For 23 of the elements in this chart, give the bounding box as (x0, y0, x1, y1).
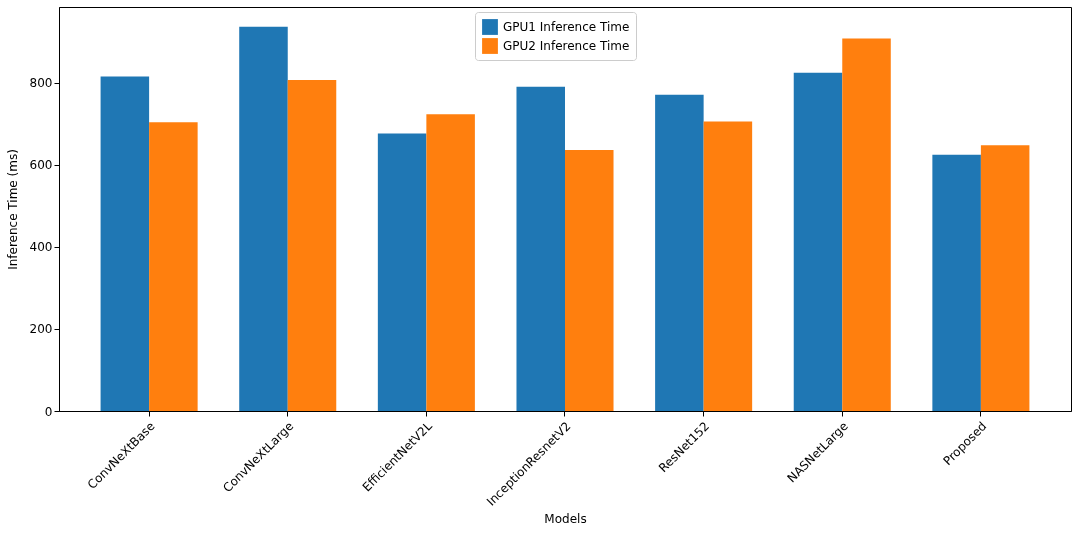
y-tick-label: 0 (44, 404, 53, 419)
bar (932, 154, 981, 411)
y-tick-label: 400 (29, 240, 53, 255)
bar (565, 149, 614, 411)
bar (287, 80, 337, 411)
legend-label: GPU2 Inference Time (503, 39, 630, 53)
bar (149, 122, 198, 411)
y-tick-label: 600 (29, 158, 53, 173)
legend-label: GPU1 Inference Time (503, 20, 630, 34)
bar (655, 94, 704, 411)
bar (703, 121, 753, 411)
bar (377, 133, 427, 411)
bar (793, 72, 843, 411)
x-axis-title: Models (544, 511, 587, 526)
y-tick-label: 200 (29, 322, 53, 337)
bar (100, 76, 150, 411)
bar (980, 145, 1030, 411)
y-tick-label: 800 (29, 76, 53, 91)
bar (426, 114, 475, 411)
bar (239, 26, 288, 411)
y-axis-title: Inference Time (ms) (5, 149, 20, 270)
bar (842, 38, 891, 411)
bar (516, 86, 565, 411)
